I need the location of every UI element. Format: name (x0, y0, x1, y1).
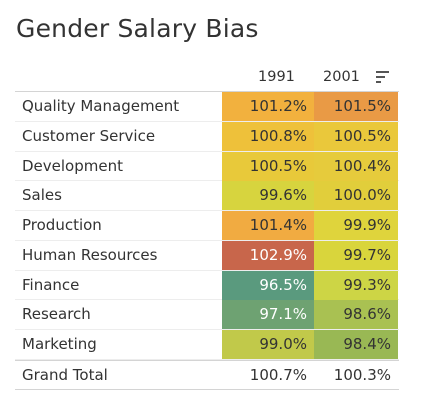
total-2001-value: 100.3% (333, 365, 391, 384)
value-cell-2001[interactable]: 99.7% (314, 240, 398, 270)
row-label: Production (22, 216, 102, 234)
row-label: Sales (22, 186, 62, 205)
value-cell-2001[interactable]: 98.4% (314, 330, 398, 359)
table-row[interactable]: Production 101.4% 99.9% (15, 211, 399, 241)
table-row[interactable]: Marketing 99.0% 98.4% (15, 330, 399, 360)
row-label: Development (22, 156, 123, 175)
value-cell-2001[interactable]: 100.4% (314, 151, 398, 181)
value-cell-1991[interactable]: 99.0% (222, 330, 314, 359)
sort-descending-icon[interactable] (376, 71, 390, 83)
row-label: Quality Management (22, 97, 180, 115)
value-cell-1991[interactable]: 100.5% (222, 151, 314, 181)
table-row[interactable]: Human Resources 102.9% 99.7% (15, 240, 399, 271)
row-label: Finance (22, 275, 80, 294)
value-cell-2001[interactable]: 98.6% (314, 300, 398, 330)
row-label: Customer Service (22, 126, 156, 145)
row-label: Research (22, 305, 91, 324)
table-body: Quality Management 101.2% 101.5% Customer S… (15, 91, 399, 360)
table-row[interactable]: Sales 99.6% 100.0% (15, 181, 399, 211)
row-label: Human Resources (22, 245, 158, 264)
value-cell-1991[interactable]: 99.6% (222, 181, 314, 211)
page-title: Gender Salary Bias (16, 14, 259, 43)
total-1991-value: 100.7% (249, 365, 307, 384)
value-cell-2001[interactable]: 100.5% (314, 121, 398, 151)
value-cell-1991[interactable]: 96.5% (222, 270, 314, 300)
table-row[interactable]: Customer Service 100.8% 100.5% (15, 121, 399, 152)
table-row[interactable]: Quality Management 101.2% 101.5% (15, 92, 399, 122)
grand-total-row[interactable]: Grand Total 100.7% 100.3% (15, 359, 399, 390)
row-label: Grand Total (22, 365, 108, 384)
column-header-row: 1991 2001 (15, 63, 399, 91)
table-row[interactable]: Finance 96.5% 99.3% (15, 270, 399, 301)
value-cell-1991[interactable]: 97.1% (222, 300, 314, 330)
crosstab-table: 1991 2001 Quality Management 101.2% 101.5%… (15, 63, 399, 390)
value-cell-2001[interactable]: 101.5% (314, 92, 398, 121)
value-cell-1991[interactable]: 101.2% (222, 92, 314, 121)
value-cell-2001[interactable]: 99.3% (314, 270, 398, 300)
value-cell-1991[interactable]: 102.9% (222, 240, 314, 270)
value-cell-2001[interactable]: 100.0% (314, 181, 398, 211)
table-row[interactable]: Development 100.5% 100.4% (15, 151, 399, 182)
column-header-1991[interactable]: 1991 (258, 69, 295, 85)
value-cell-2001[interactable]: 99.9% (314, 211, 398, 240)
value-cell-1991[interactable]: 101.4% (222, 211, 314, 240)
value-cell-1991[interactable]: 100.8% (222, 121, 314, 151)
row-label: Marketing (22, 335, 97, 353)
table-row[interactable]: Research 97.1% 98.6% (15, 300, 399, 330)
column-header-2001[interactable]: 2001 (323, 69, 360, 85)
